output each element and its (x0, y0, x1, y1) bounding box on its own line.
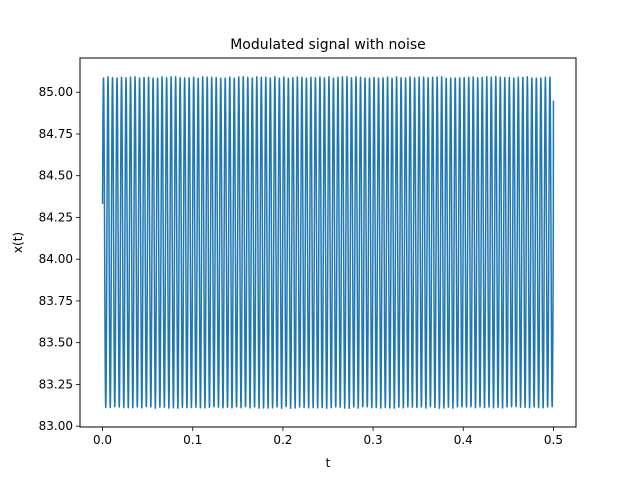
y-tick-label: 84.75 (39, 127, 73, 141)
y-tick-label: 83.75 (39, 294, 73, 308)
x-tick-label: 0.3 (364, 433, 383, 447)
chart-title: Modulated signal with noise (230, 37, 426, 53)
plot-series (101, 75, 555, 410)
y-tick-label: 84.00 (39, 252, 73, 266)
y-ticks: 83.00 83.25 83.50 83.75 84.00 84.25 84.50 84.75… (39, 85, 80, 433)
y-tick-label: 83.00 (39, 419, 73, 433)
y-axis-label: x(t) (11, 232, 25, 253)
y-tick-label: 85.00 (39, 85, 73, 99)
series-line (101, 75, 555, 410)
x-tick-label: 0.5 (544, 433, 563, 447)
x-tick-label: 0.1 (183, 433, 202, 447)
x-tick-label: 0.2 (273, 433, 292, 447)
x-tick-label: 0.0 (93, 433, 112, 447)
x-axis-label: t (326, 456, 331, 470)
y-tick-label: 84.25 (39, 210, 73, 224)
x-ticks: 0.0 0.1 0.2 0.3 0.4 0.5 (93, 427, 563, 447)
y-tick-label: 84.50 (39, 169, 73, 183)
y-tick-label: 83.50 (39, 336, 73, 350)
axes-frame (79, 57, 577, 428)
y-tick-label: 83.25 (39, 377, 73, 391)
x-tick-label: 0.4 (454, 433, 473, 447)
